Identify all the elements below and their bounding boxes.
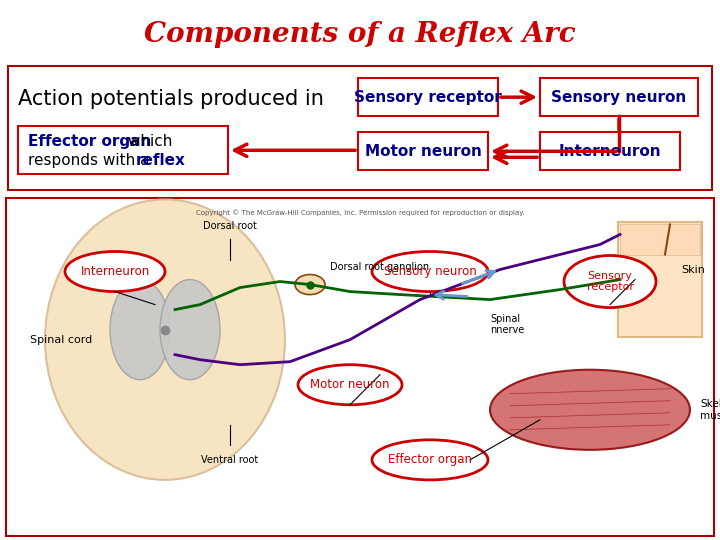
Text: Components of a Reflex Arc: Components of a Reflex Arc bbox=[144, 21, 576, 48]
Ellipse shape bbox=[372, 252, 488, 292]
Ellipse shape bbox=[65, 252, 165, 292]
Ellipse shape bbox=[298, 364, 402, 405]
Text: Skin: Skin bbox=[681, 265, 705, 274]
Text: Spinal cord: Spinal cord bbox=[30, 335, 92, 345]
Ellipse shape bbox=[372, 440, 488, 480]
Text: Sensory receptor: Sensory receptor bbox=[354, 90, 502, 105]
Bar bbox=[358, 78, 498, 116]
Text: Motor neuron: Motor neuron bbox=[310, 378, 390, 392]
Text: reflex: reflex bbox=[136, 153, 186, 168]
Text: Interneuron: Interneuron bbox=[81, 265, 150, 278]
Bar bbox=[358, 132, 488, 170]
Bar bbox=[540, 132, 680, 170]
Text: Copyright © The McGraw-Hill Companies, Inc. Permission required for reproduction: Copyright © The McGraw-Hill Companies, I… bbox=[196, 210, 524, 216]
Text: Interneuron: Interneuron bbox=[559, 144, 661, 159]
FancyBboxPatch shape bbox=[618, 222, 702, 336]
Text: Sensory
receptor: Sensory receptor bbox=[587, 271, 634, 292]
Text: Sensory neuron: Sensory neuron bbox=[384, 265, 477, 278]
Text: Ventral root: Ventral root bbox=[202, 455, 258, 465]
Text: Effector organ: Effector organ bbox=[388, 454, 472, 467]
Ellipse shape bbox=[295, 274, 325, 295]
Ellipse shape bbox=[160, 280, 220, 380]
Text: Sensory neuron: Sensory neuron bbox=[552, 90, 687, 105]
Bar bbox=[18, 126, 228, 174]
Text: Spinal
nnerve: Spinal nnerve bbox=[490, 314, 524, 335]
Text: responds with a: responds with a bbox=[28, 153, 154, 168]
Ellipse shape bbox=[45, 199, 285, 480]
Ellipse shape bbox=[564, 255, 656, 308]
Text: Motor neuron: Motor neuron bbox=[364, 144, 482, 159]
Text: Effector organ: Effector organ bbox=[28, 134, 151, 149]
Text: Skeletal
muscle: Skeletal muscle bbox=[700, 399, 720, 421]
Text: Dorsal root: Dorsal root bbox=[203, 221, 257, 232]
Bar bbox=[620, 225, 700, 254]
Text: Dorsal root ganglion: Dorsal root ganglion bbox=[330, 261, 429, 272]
Text: which: which bbox=[123, 134, 172, 149]
Text: Action potentials produced in: Action potentials produced in bbox=[18, 89, 324, 109]
Bar bbox=[540, 78, 698, 116]
Ellipse shape bbox=[110, 280, 170, 380]
Ellipse shape bbox=[490, 370, 690, 450]
